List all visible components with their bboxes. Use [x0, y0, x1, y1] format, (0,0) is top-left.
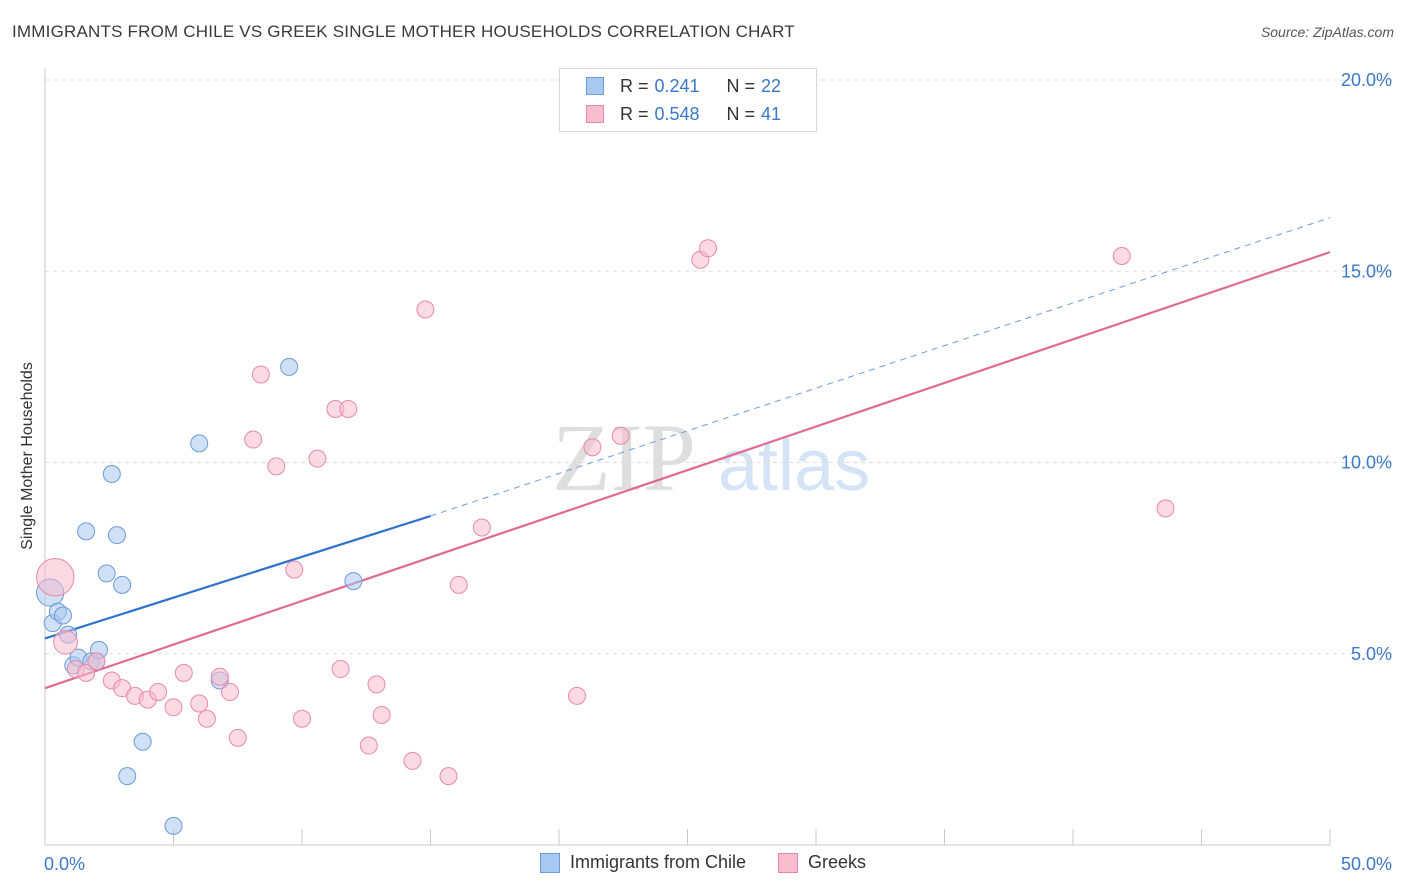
legend-n-label: N =	[726, 75, 756, 96]
point-chile	[164, 816, 183, 835]
point-greeks	[372, 705, 391, 724]
point-greeks	[449, 575, 468, 594]
point-greeks	[53, 629, 78, 655]
legend-row-greeks: R = 0.548 N = 41	[586, 102, 781, 126]
legend-item-chile[interactable]: Immigrants from Chile	[539, 852, 746, 873]
legend-swatch-chile	[539, 852, 560, 873]
legend-item-greeks[interactable]: Greeks	[778, 852, 866, 873]
trend-line-chile	[44, 515, 431, 640]
point-chile	[133, 732, 152, 751]
point-chile	[77, 522, 96, 541]
legend-swatch-greeks	[778, 852, 798, 873]
trend-line-greeks	[44, 251, 1331, 690]
source-label: Source: ZipAtlas.com	[1260, 24, 1394, 40]
point-greeks	[331, 660, 350, 679]
point-greeks	[439, 767, 458, 786]
point-chile	[107, 526, 126, 545]
data-points	[36, 239, 1175, 835]
grid-lines	[45, 79, 1392, 655]
point-greeks	[1112, 246, 1131, 265]
watermark: ZIP atlas	[552, 404, 870, 511]
point-greeks	[244, 430, 263, 449]
point-greeks	[1156, 499, 1175, 518]
legend-n-value: 22	[761, 75, 782, 96]
point-greeks	[228, 728, 247, 747]
point-greeks	[164, 698, 183, 717]
point-greeks	[367, 675, 386, 694]
legend-label-greeks: Greeks	[808, 852, 867, 872]
watermark-zip: ZIP	[552, 404, 696, 511]
point-greeks	[285, 560, 304, 579]
point-greeks	[174, 663, 193, 682]
y-tick-label: 20.0%	[1341, 70, 1392, 90]
point-greeks	[699, 239, 718, 258]
point-greeks	[77, 663, 96, 682]
point-greeks	[190, 694, 209, 713]
point-greeks	[308, 449, 327, 468]
point-greeks	[567, 686, 586, 705]
x-tick-label: 0.0%	[44, 854, 85, 874]
legend-r-value: 0.548	[654, 103, 700, 124]
point-greeks	[583, 438, 602, 457]
legend-swatch-greeks	[586, 105, 604, 123]
legend-r-label: R =	[620, 75, 649, 96]
point-greeks	[359, 736, 378, 755]
point-greeks	[472, 518, 491, 537]
point-greeks	[36, 558, 75, 597]
trend-extension-chile	[430, 217, 1331, 517]
legend-swatch-chile	[586, 77, 604, 95]
point-chile	[113, 575, 132, 594]
legend-n-value: 41	[761, 103, 782, 124]
y-tick-label: 10.0%	[1341, 453, 1392, 473]
point-chile	[190, 434, 209, 453]
chart-title: IMMIGRANTS FROM CHILE VS GREEK SINGLE MO…	[12, 22, 795, 41]
point-greeks	[293, 709, 311, 728]
point-chile	[97, 564, 116, 583]
legend-n-label: N =	[726, 103, 756, 124]
legend-row-chile: R = 0.241 N = 22	[586, 74, 781, 98]
stats-legend: R = 0.241 N = 22 R = 0.548 N = 41	[559, 68, 817, 132]
legend-r-label: R =	[620, 103, 649, 124]
point-chile	[344, 572, 363, 591]
point-chile	[102, 464, 121, 483]
trend-lines	[44, 217, 1331, 690]
point-greeks	[149, 683, 168, 701]
series-legend: Immigrants from Chile Greeks	[0, 852, 1406, 873]
point-greeks	[251, 365, 270, 384]
point-greeks	[403, 751, 422, 770]
point-chile	[280, 357, 299, 376]
point-greeks	[210, 667, 229, 686]
y-tick-label: 5.0%	[1351, 644, 1392, 664]
point-greeks	[267, 457, 286, 476]
point-greeks	[611, 426, 630, 445]
x-tick-label: 50.0%	[1341, 854, 1392, 874]
point-greeks	[87, 652, 106, 671]
point-greeks	[339, 399, 358, 418]
watermark-atlas: atlas	[718, 426, 870, 506]
point-greeks	[197, 709, 216, 728]
point-greeks	[416, 300, 435, 319]
point-chile	[118, 767, 137, 786]
point-chile	[53, 606, 72, 625]
legend-label-chile: Immigrants from Chile	[569, 852, 746, 872]
point-greeks	[221, 683, 240, 701]
y-tick-label: 15.0%	[1341, 261, 1392, 281]
legend-r-value: 0.241	[654, 75, 700, 96]
tick-labels: 5.0% 10.0% 15.0% 20.0% 0.0% 50.0%	[44, 70, 1392, 874]
axes	[44, 68, 1331, 846]
